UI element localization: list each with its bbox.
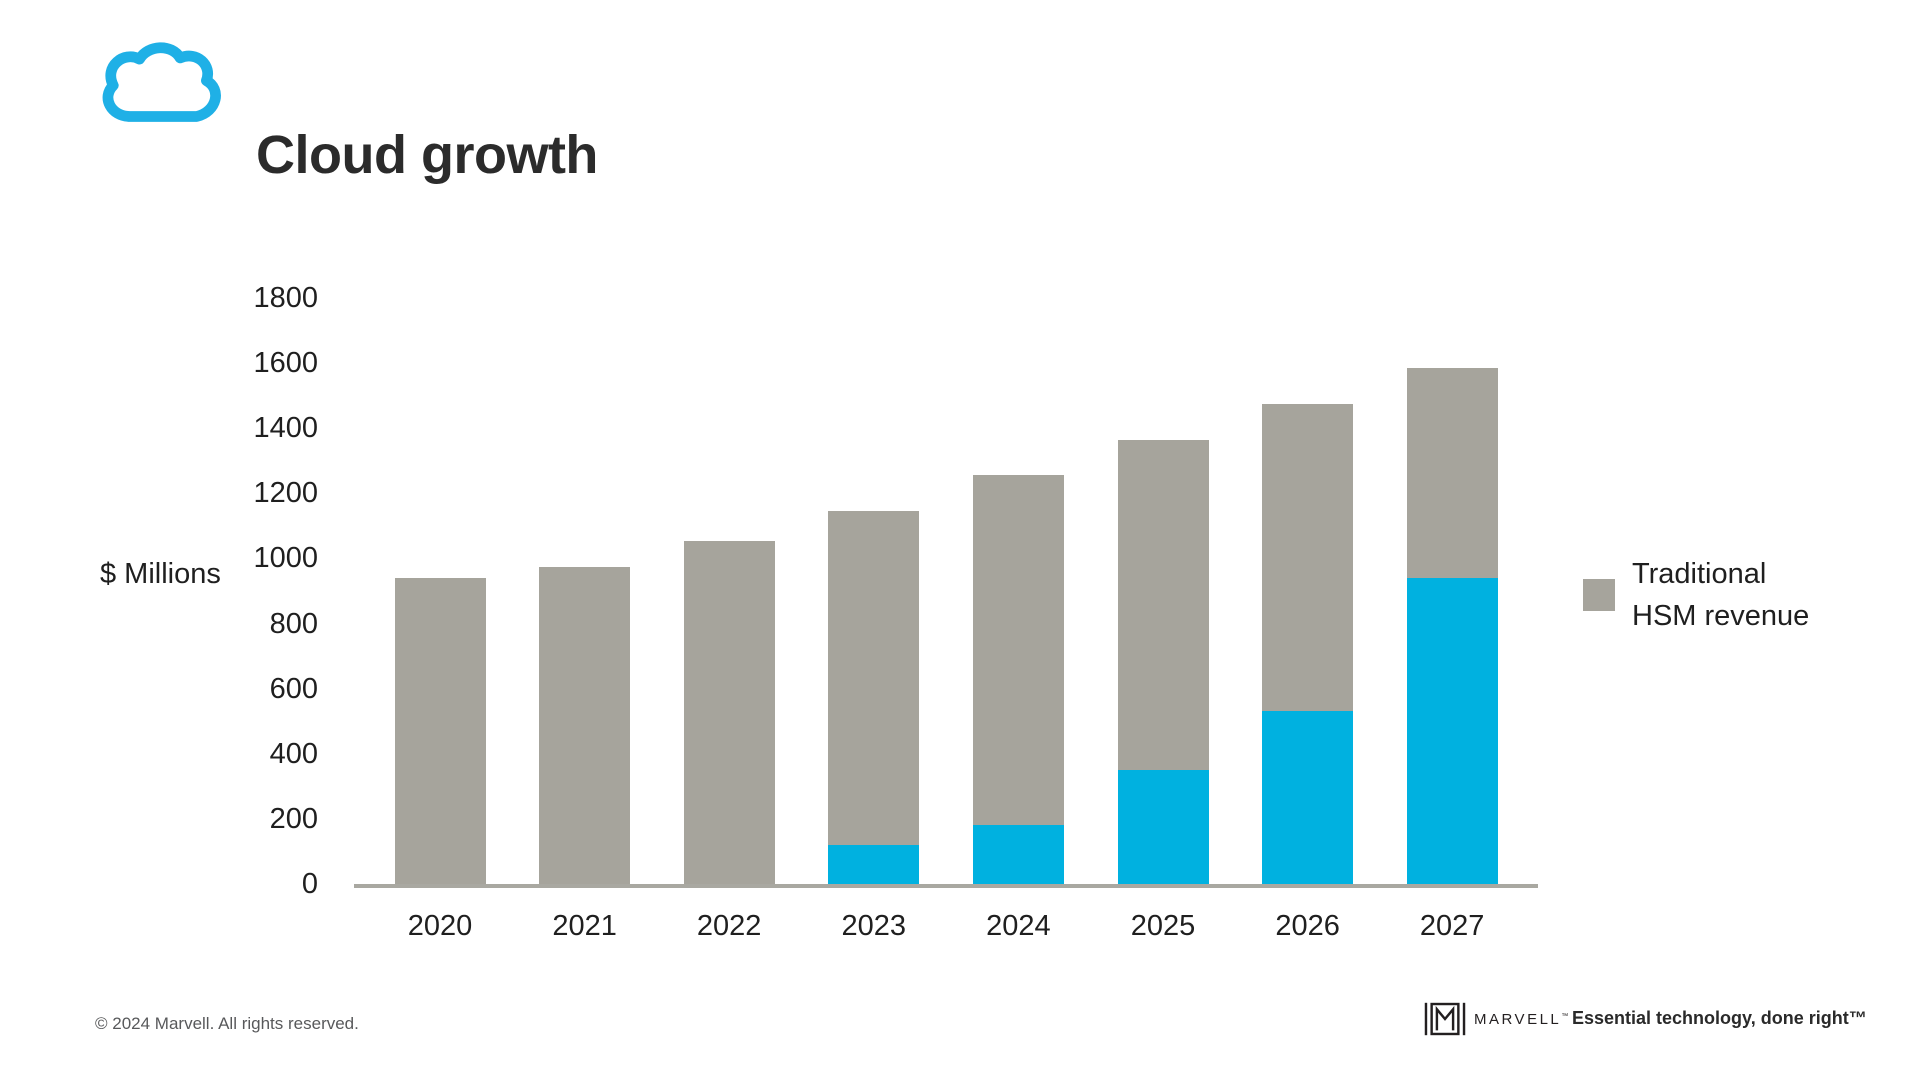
y-tick-label: 600 <box>269 672 318 705</box>
y-tick-label: 800 <box>269 607 318 640</box>
x-tick-label: 2023 <box>841 910 907 942</box>
marvell-logo-icon <box>1424 1002 1466 1036</box>
copyright-notice: © 2024 Marvell. All rights reserved. <box>95 1014 359 1033</box>
marvell-wordmark: MARVELL™ <box>1474 1010 1569 1028</box>
bar-2027-traditional-hsm-segment <box>1406 367 1498 578</box>
trademark-symbol: ™ <box>1561 1012 1569 1020</box>
x-axis-line <box>354 884 1538 888</box>
x-tick-label: 2022 <box>696 910 762 942</box>
brand-lockup: MARVELL™ <box>1424 1002 1568 1036</box>
legend-label-line1: Traditional <box>1632 558 1767 590</box>
y-tick-label: 1400 <box>253 412 318 445</box>
bar-2021-traditional-hsm-segment <box>539 566 631 884</box>
page-title: Cloud growth <box>256 125 598 186</box>
x-tick-label: 2025 <box>1130 910 1196 942</box>
x-tick-label: 2020 <box>407 910 473 942</box>
bar-2023-cloud-segment <box>828 844 920 884</box>
bar-2027-cloud-segment <box>1406 577 1498 884</box>
bar-2026-traditional-hsm-segment <box>1262 403 1354 712</box>
y-tick-label: 1600 <box>253 347 318 379</box>
cloud-icon <box>102 42 221 122</box>
bar-2026-cloud-segment <box>1262 711 1354 884</box>
legend: Traditional HSM revenue <box>1583 553 1809 637</box>
legend-label-traditional-hsm: Traditional HSM revenue <box>1632 553 1809 637</box>
x-tick-label: 2027 <box>1419 910 1485 942</box>
bar-2020-traditional-hsm-segment <box>394 577 486 884</box>
y-tick-label: 200 <box>269 802 318 835</box>
bar-2025-traditional-hsm-segment <box>1117 439 1209 771</box>
legend-swatch-traditional-hsm <box>1583 579 1615 611</box>
y-tick-label: 1000 <box>253 542 318 575</box>
bar-2023-traditional-hsm-segment <box>828 511 920 845</box>
y-axis-title: $ Millions <box>100 558 221 590</box>
y-tick-label: 0 <box>301 868 318 900</box>
x-tick-label: 2021 <box>552 910 617 942</box>
bar-2024-cloud-segment <box>972 825 1064 884</box>
bar-2022-traditional-hsm-segment <box>683 540 775 884</box>
x-tick-label: 2026 <box>1275 910 1340 942</box>
legend-label-line2: HSM revenue <box>1632 600 1810 632</box>
brand-tagline: Essential technology, done right™ <box>1572 1008 1867 1028</box>
y-tick-label: 1800 <box>253 281 318 314</box>
bar-2024-traditional-hsm-segment <box>972 475 1064 826</box>
bar-2025-cloud-segment <box>1117 770 1209 884</box>
y-tick-label: 1200 <box>253 477 318 510</box>
x-tick-label: 2024 <box>986 910 1051 942</box>
y-tick-label: 400 <box>269 737 318 770</box>
